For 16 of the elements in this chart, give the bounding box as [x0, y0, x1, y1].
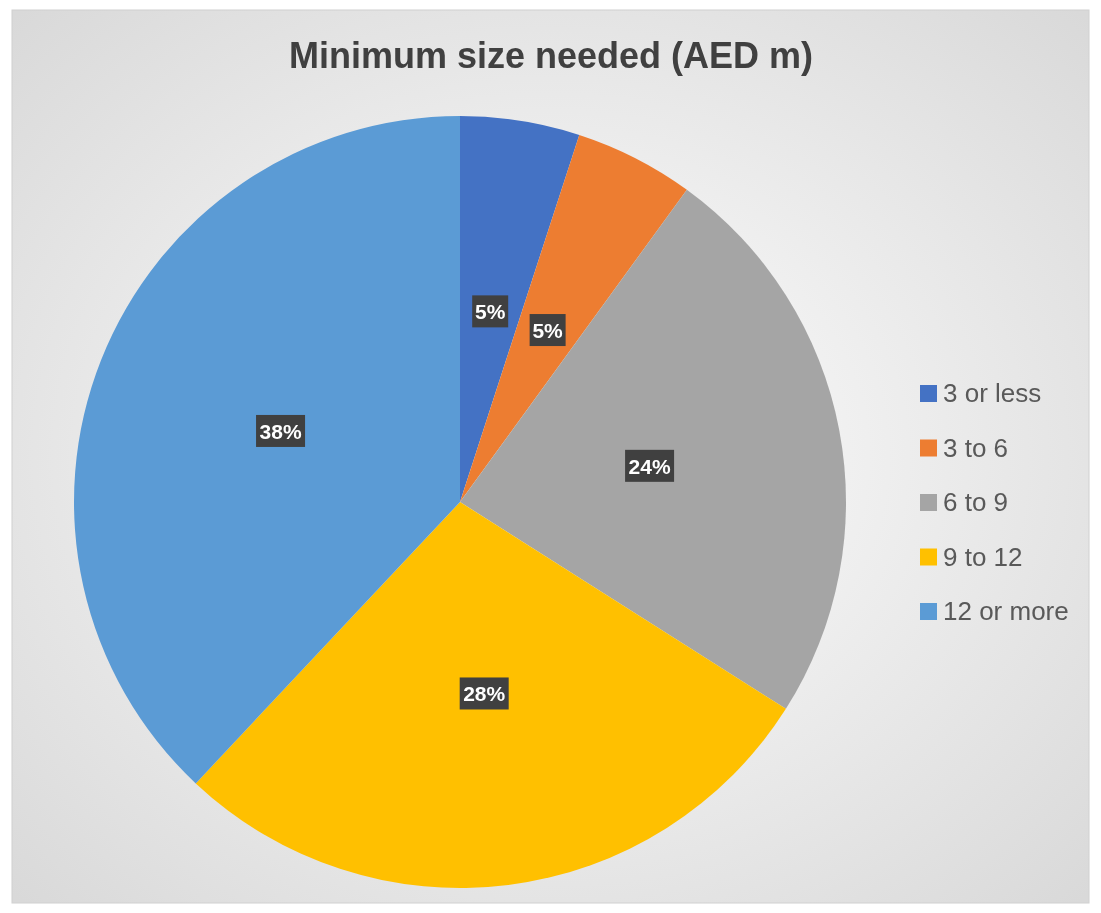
data-label: 5% [532, 319, 564, 343]
data-label: 28% [463, 682, 506, 706]
legend-label: 9 to 12 [943, 541, 1023, 572]
pie-slice [74, 116, 460, 784]
legend-label: 6 to 9 [943, 487, 1009, 517]
data-label: 24% [628, 454, 671, 478]
chart-title: Minimum size needed (AED m) [288, 35, 814, 76]
data-label: 38% [259, 419, 302, 443]
legend-label: 3 or less [943, 378, 1042, 408]
legend-label: 12 or more [943, 596, 1069, 626]
pie-slice [460, 116, 580, 502]
data-label: 5% [475, 300, 506, 324]
pie-slice [460, 189, 846, 709]
pie-slice [195, 502, 786, 888]
legend-label: 3 to 6 [943, 432, 1009, 463]
pie-slice [460, 134, 687, 502]
